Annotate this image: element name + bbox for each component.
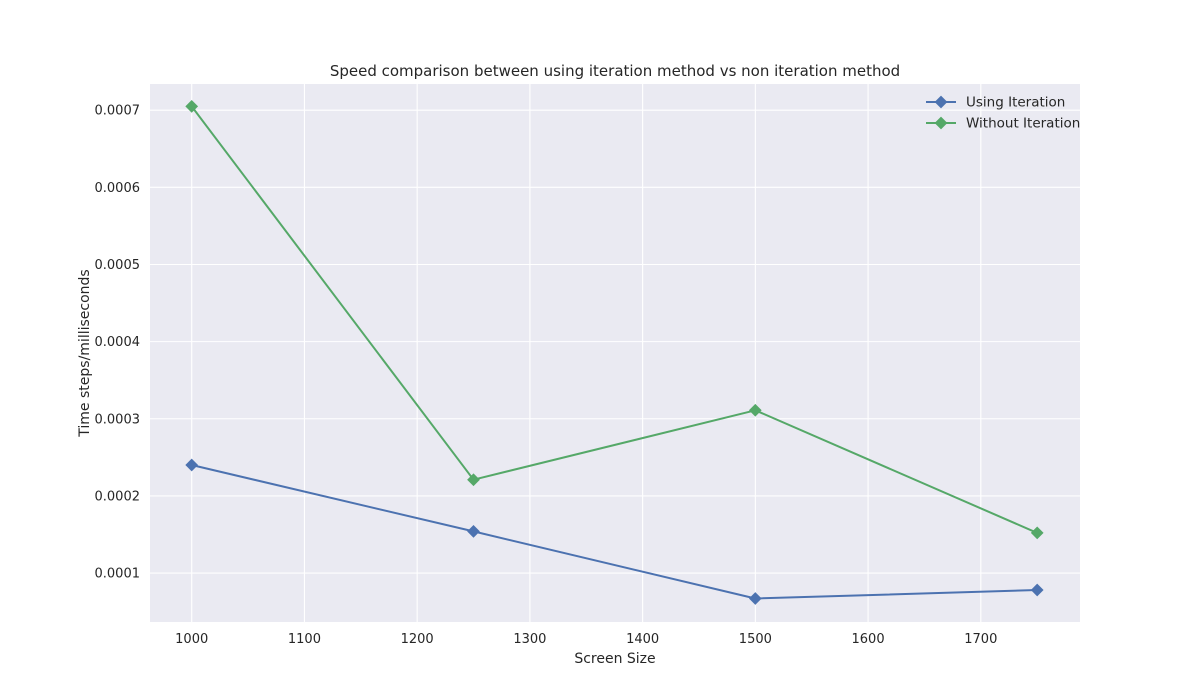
y-tick-label: 0.0002 — [95, 489, 141, 504]
y-tick-label: 0.0006 — [95, 181, 141, 196]
x-tick-label: 1600 — [852, 632, 885, 647]
x-tick-label: 1500 — [739, 632, 772, 647]
x-tick-label: 1300 — [513, 632, 546, 647]
x-tick-label: 1100 — [288, 632, 321, 647]
data-point-without-iteration — [467, 473, 480, 487]
y-tick-labels: 0.0001 0.0002 0.0003 0.0004 0.0005 0.0006 0.00… — [95, 104, 141, 582]
x-tick-label: 1200 — [401, 632, 434, 647]
x-tick-labels: 1000 1100 1200 1300 1400 1500 1600 1700 — [175, 632, 997, 647]
x-tick-label: 1000 — [175, 632, 208, 647]
x-tick-label: 1700 — [964, 632, 997, 647]
y-gridlines — [150, 109, 1080, 574]
x-axis-title: Screen Size — [574, 651, 655, 667]
y-tick-label: 0.0004 — [95, 335, 141, 350]
x-gridlines — [191, 84, 982, 622]
y-tick-label: 0.0003 — [95, 412, 141, 427]
chart-title: Speed comparison between using iteration… — [330, 62, 900, 80]
y-axis-title: Time steps/milliseconds — [77, 269, 93, 437]
x-tick-label: 1400 — [626, 632, 659, 647]
series-line-without-iteration — [190, 105, 1038, 534]
series-line-using-iteration — [191, 464, 1038, 600]
plot-area — [150, 84, 1080, 622]
y-tick-label: 0.0001 — [95, 567, 141, 582]
data-point-using-iteration — [185, 458, 199, 472]
data-point-without-iteration — [185, 100, 199, 113]
legend-label-using-iteration: Using Iteration — [966, 95, 1065, 111]
y-tick-label: 0.0007 — [95, 104, 141, 119]
y-tick-label: 0.0005 — [95, 258, 141, 273]
legend: Using Iteration Without Iteration — [926, 95, 1080, 132]
legend-label-without-iteration: Without Iteration — [966, 116, 1080, 132]
